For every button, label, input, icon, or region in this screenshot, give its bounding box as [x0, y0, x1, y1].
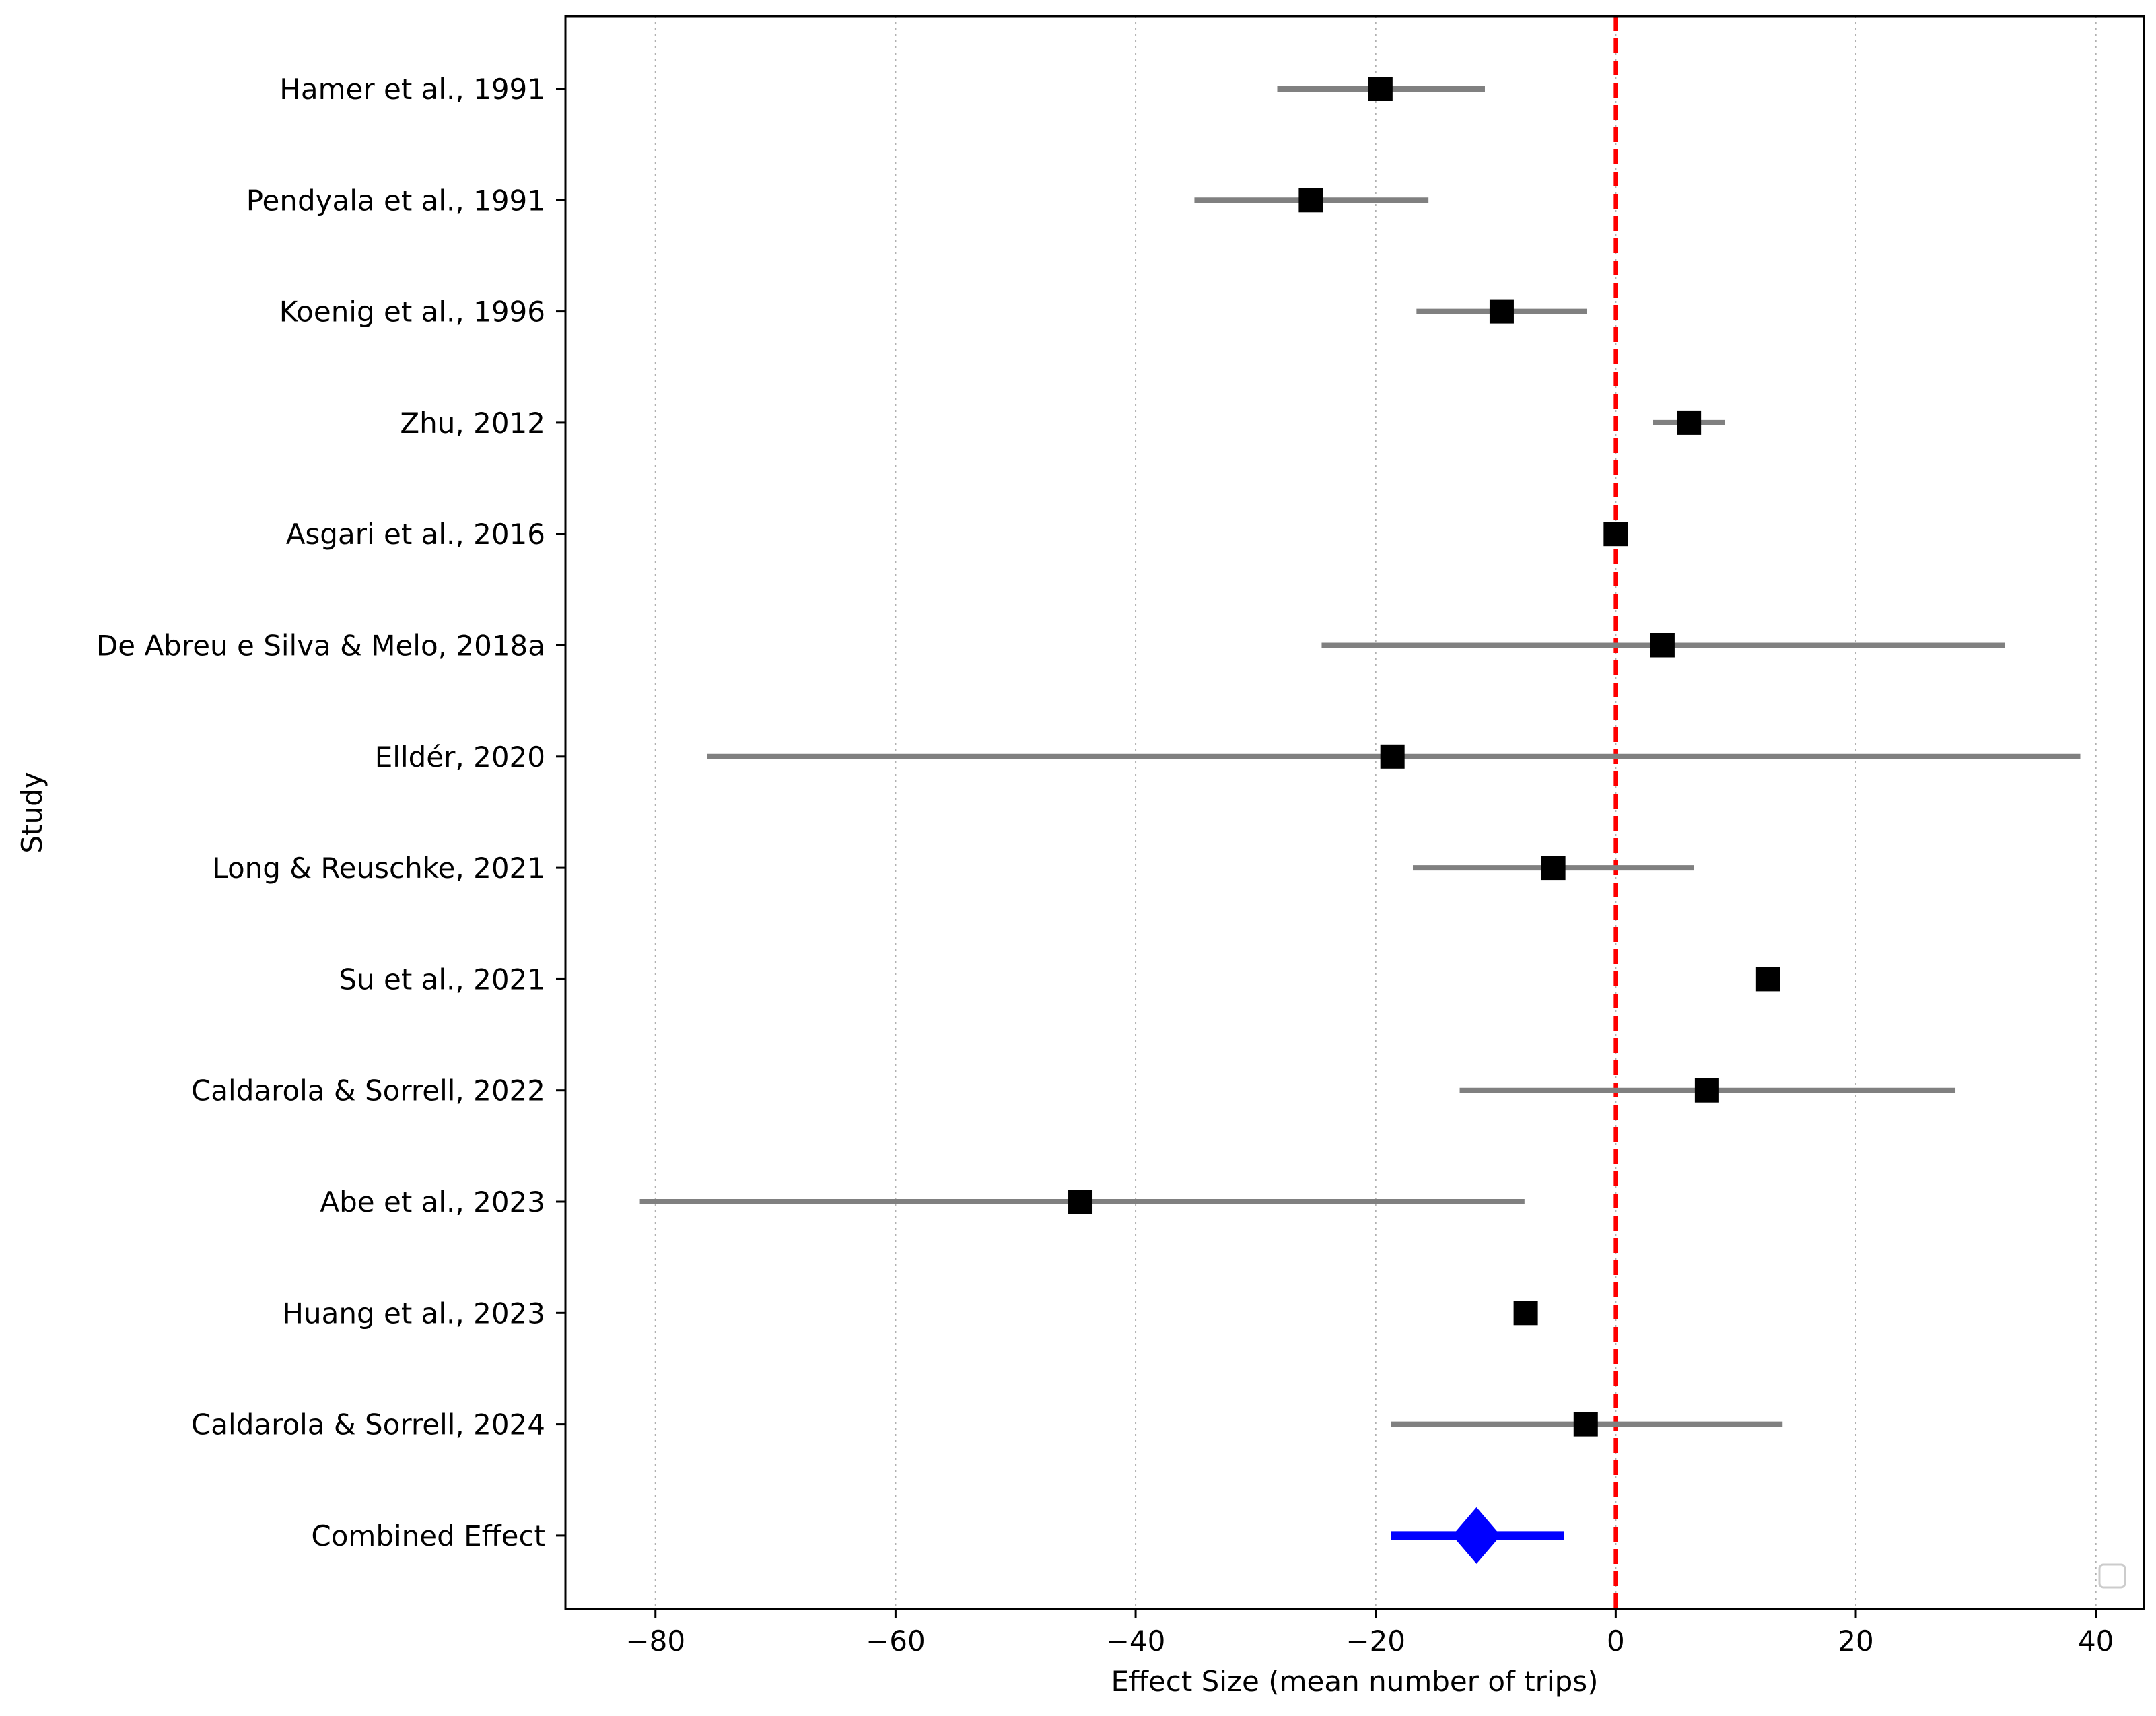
x-tick-label: 20 — [1838, 1624, 1873, 1657]
effect-marker — [1298, 188, 1323, 213]
study-label: Elldér, 2020 — [375, 741, 545, 774]
x-tick-label: 0 — [1607, 1624, 1625, 1657]
x-tick-label: −80 — [625, 1624, 685, 1657]
x-tick-label: −20 — [1346, 1624, 1405, 1657]
study-label: Koenig et al., 1996 — [279, 296, 545, 329]
effect-marker — [1513, 1301, 1538, 1326]
x-tick-layer: −80 −60 −40 −20 0 20 40 — [556, 88, 2114, 1657]
study-label: Abe et al., 2023 — [320, 1186, 545, 1219]
x-tick-label: 40 — [2078, 1624, 2114, 1657]
grid-layer — [654, 16, 2097, 1609]
study-label-layer: Hamer et al., 1991 Pendyala et al., 1991 K… — [96, 73, 545, 1552]
effect-marker — [1573, 1412, 1598, 1437]
effect-marker — [1068, 1190, 1093, 1214]
study-label: Long & Reuschke, 2021 — [212, 852, 545, 885]
effect-marker — [1368, 77, 1393, 101]
study-label: Caldarola & Sorrell, 2024 — [191, 1408, 545, 1441]
effect-marker — [1489, 299, 1514, 324]
effect-marker — [1380, 744, 1405, 769]
marker-layer — [1068, 77, 1780, 1564]
effect-marker — [1677, 410, 1702, 435]
study-label: Hamer et al., 1991 — [279, 73, 545, 106]
x-axis-label: Effect Size (mean number of trips) — [1111, 1665, 1598, 1698]
legend-box — [2098, 1563, 2126, 1589]
study-label: Caldarola & Sorrell, 2022 — [191, 1074, 545, 1107]
study-label: De Abreu e Silva & Melo, 2018a — [96, 629, 545, 662]
study-label: Asgari et al., 2016 — [286, 518, 545, 551]
y-axis-label: Study — [15, 771, 48, 853]
study-label: Zhu, 2012 — [400, 407, 545, 440]
study-label: Su et al., 2021 — [339, 963, 545, 996]
effect-marker — [1755, 967, 1780, 992]
plot-frame — [564, 15, 2145, 1610]
effect-marker — [1603, 522, 1628, 547]
effect-marker — [1650, 633, 1675, 658]
study-label: Huang et al., 2023 — [282, 1297, 545, 1330]
combined-effect-diamond — [1452, 1507, 1501, 1564]
effect-marker — [1541, 856, 1566, 881]
study-label: Combined Effect — [311, 1519, 545, 1552]
effect-marker — [1694, 1078, 1719, 1103]
ci-layer — [639, 86, 2081, 1540]
x-tick-label: −60 — [866, 1624, 926, 1657]
study-label: Pendyala et al., 1991 — [246, 184, 545, 217]
x-tick-label: −40 — [1106, 1624, 1166, 1657]
